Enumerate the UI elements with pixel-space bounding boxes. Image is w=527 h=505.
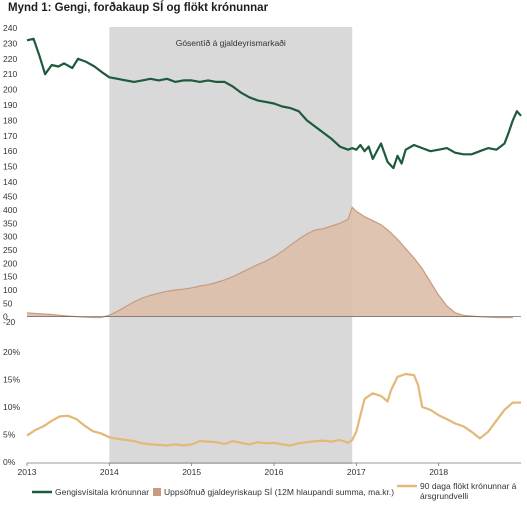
- y-tick-label: 250: [3, 245, 17, 255]
- y-tick-label: 100: [3, 285, 17, 295]
- y-tick-label: 220: [3, 54, 17, 64]
- y-tick-label: 15%: [3, 375, 20, 385]
- y-tick-label: 350: [3, 218, 17, 228]
- panel-fx_purchases: -200 50 100 150 200 250 300 350 400 450: [3, 192, 521, 327]
- y-tick-label: 0: [3, 312, 8, 322]
- y-tick-label: 20%: [3, 347, 20, 357]
- y-tick-label: 300: [3, 232, 17, 242]
- x-tick-label: 2015: [182, 467, 201, 477]
- y-tick-label: 400: [3, 205, 17, 215]
- panel-exchange_rate_index: 140 150 160 170 180 190 200 210 220 230 240: [3, 23, 522, 187]
- y-tick-label: 5%: [3, 430, 16, 440]
- y-tick-label: 180: [3, 115, 17, 125]
- legend-swatch: [153, 488, 161, 496]
- x-tick-label: 2014: [100, 467, 119, 477]
- y-tick-label: 240: [3, 23, 17, 33]
- y-tick-label: 170: [3, 131, 17, 141]
- y-tick-label: 160: [3, 146, 17, 156]
- y-tick-label: 190: [3, 100, 17, 110]
- x-tick-label: 2018: [429, 467, 448, 477]
- legend-label: Uppsöfnuð gjaldeyriskaup SÍ (12M hlaupan…: [164, 487, 394, 497]
- area-series-line: [26, 206, 513, 319]
- y-tick-label: 210: [3, 69, 17, 79]
- legend: Gengisvísitala krónunnar Uppsöfnuð gjalde…: [32, 481, 517, 501]
- chart-title: Mynd 1: Gengi, forðakaup SÍ og flökt kró…: [8, 2, 269, 14]
- y-tick-label: 140: [3, 177, 17, 187]
- line-series-exchange_rate_index: [26, 37, 522, 170]
- y-tick-label: 150: [3, 162, 17, 172]
- y-tick-label: 200: [3, 258, 17, 268]
- y-tick-label: 150: [3, 272, 17, 282]
- y-tick-label: 50: [3, 298, 13, 308]
- y-tick-label: 450: [3, 192, 17, 202]
- x-tick-label: 2017: [347, 467, 366, 477]
- line-series-volatility: [26, 372, 521, 447]
- legend-label: ársgrundvelli: [420, 491, 468, 501]
- legend-label: Gengisvísitala krónunnar: [55, 487, 149, 497]
- area-series-fill: [27, 207, 513, 318]
- y-tick-label: 10%: [3, 402, 20, 412]
- legend-label: 90 daga flökt krónunnar á: [420, 481, 517, 491]
- x-tick-label: 2013: [18, 467, 37, 477]
- x-tick-label: 2016: [265, 467, 284, 477]
- x-axis: 2013 2014 2015 2016 2017 2018: [18, 462, 521, 477]
- y-tick-label: 200: [3, 85, 17, 95]
- panel-volatility: 0% 5% 10% 15% 20%: [3, 347, 521, 467]
- shaded-region-label: Gósentíð á gjaldeyrismarkaði: [176, 38, 286, 48]
- y-tick-label: -20: [3, 317, 16, 327]
- y-tick-label: 230: [3, 38, 17, 48]
- y-tick-label: 0%: [3, 457, 16, 467]
